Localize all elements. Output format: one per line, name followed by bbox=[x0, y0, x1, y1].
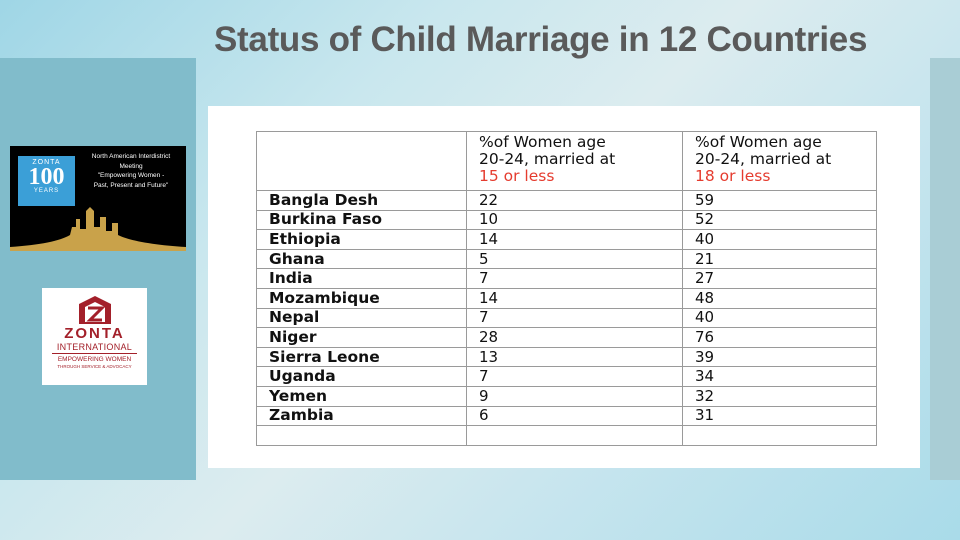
pct15-cell: 22 bbox=[466, 190, 683, 211]
table-row: Nepal 7 40 bbox=[256, 307, 877, 329]
table-row: Niger 28 76 bbox=[256, 327, 877, 348]
meeting-line: Past, Present and Future" bbox=[93, 181, 169, 189]
table-panel: %of Women age 20-24, married at 15 or le… bbox=[208, 106, 920, 468]
zonta-subline: THROUGH SERVICE & ADVOCACY bbox=[57, 364, 132, 369]
pct18-cell: 40 bbox=[682, 229, 877, 250]
slide-title: Status of Child Marriage in 12 Countries bbox=[214, 20, 868, 59]
meeting-line: "Empowering Women - bbox=[97, 172, 165, 179]
header-pct-15-or-less: %of Women age 20-24, married at 15 or le… bbox=[466, 131, 683, 191]
badge-top-text: ZONTA bbox=[32, 159, 61, 166]
table-row: Burkina Faso 10 52 bbox=[256, 209, 877, 231]
right-color-strip bbox=[930, 58, 960, 480]
pct18-cell: 76 bbox=[682, 327, 877, 348]
pct18-cell: 31 bbox=[682, 405, 877, 427]
pct18-cell: 27 bbox=[682, 268, 877, 289]
pct15-cell bbox=[466, 425, 683, 446]
table-row: Zambia 6 31 bbox=[256, 405, 877, 427]
table-row: Mozambique 14 48 bbox=[256, 287, 877, 309]
meeting-logo: ZONTA 100 YEARS North American Interdist… bbox=[10, 146, 186, 251]
header-country bbox=[256, 131, 467, 191]
pct15-cell: 14 bbox=[466, 229, 683, 250]
pct15-cell: 7 bbox=[466, 268, 683, 289]
zonta-international-logo: ZONTA INTERNATIONAL EMPOWERING WOMEN THR… bbox=[42, 288, 147, 385]
zonta-name: ZONTA bbox=[64, 325, 125, 342]
pct18-cell: 39 bbox=[682, 346, 877, 368]
table-row: Sierra Leone 13 39 bbox=[256, 346, 877, 368]
city-skyline-icon bbox=[10, 207, 186, 251]
zonta-emblem-icon bbox=[78, 296, 111, 324]
pct15-cell: 6 bbox=[466, 405, 683, 427]
zonta-tagline: EMPOWERING WOMEN bbox=[57, 356, 132, 363]
pct18-cell bbox=[682, 425, 877, 446]
left-color-band bbox=[0, 58, 196, 480]
country-cell: Yemen bbox=[256, 385, 467, 407]
pct18-cell: 52 bbox=[682, 209, 877, 231]
badge-number: 100 bbox=[28, 164, 65, 190]
pct18-cell: 34 bbox=[682, 366, 877, 387]
pct18-cell: 21 bbox=[682, 248, 877, 270]
pct15-cell: 28 bbox=[466, 327, 683, 348]
country-cell: Sierra Leone bbox=[256, 346, 467, 368]
country-cell: India bbox=[256, 268, 467, 289]
country-cell: Zambia bbox=[256, 405, 467, 427]
pct15-cell: 14 bbox=[466, 287, 683, 309]
meeting-line: North American Interdistrict bbox=[91, 153, 171, 160]
pct15-cell: 7 bbox=[466, 366, 683, 387]
table-header-row: %of Women age 20-24, married at 15 or le… bbox=[256, 131, 877, 191]
country-cell: Burkina Faso bbox=[256, 209, 467, 231]
zonta-100-years-badge: ZONTA 100 YEARS bbox=[18, 156, 75, 206]
pct15-cell: 7 bbox=[466, 307, 683, 329]
table-row-empty bbox=[256, 425, 877, 446]
country-cell: Bangla Desh bbox=[256, 190, 467, 211]
country-cell: Mozambique bbox=[256, 287, 467, 309]
pct15-cell: 10 bbox=[466, 209, 683, 231]
table-row: Ethiopia 14 40 bbox=[256, 229, 877, 250]
badge-bottom-text: YEARS bbox=[33, 188, 60, 194]
pct15-cell: 13 bbox=[466, 346, 683, 368]
pct15-cell: 5 bbox=[466, 248, 683, 270]
header-pct-18-or-less: %of Women age 20-24, married at 18 or le… bbox=[682, 131, 877, 191]
country-cell: Niger bbox=[256, 327, 467, 348]
table-row: India 7 27 bbox=[256, 268, 877, 289]
country-cell: Ethiopia bbox=[256, 229, 467, 250]
table-row: Ghana 5 21 bbox=[256, 248, 877, 270]
zonta-international-text: INTERNATIONAL bbox=[52, 342, 137, 354]
table-row: Yemen 9 32 bbox=[256, 385, 877, 407]
meeting-line: Meeting bbox=[119, 162, 143, 170]
pct18-cell: 48 bbox=[682, 287, 877, 309]
pct15-cell: 9 bbox=[466, 385, 683, 407]
pct18-cell: 40 bbox=[682, 307, 877, 329]
table-row: Uganda 7 34 bbox=[256, 366, 877, 387]
meeting-text: North American Interdistrict Meeting "Em… bbox=[80, 152, 182, 190]
pct18-cell: 59 bbox=[682, 190, 877, 211]
country-cell: Uganda bbox=[256, 366, 467, 387]
country-cell: Ghana bbox=[256, 248, 467, 270]
table-row: Bangla Desh 22 59 bbox=[256, 190, 877, 211]
country-cell: Nepal bbox=[256, 307, 467, 329]
country-cell bbox=[256, 425, 467, 446]
child-marriage-table: %of Women age 20-24, married at 15 or le… bbox=[256, 131, 877, 446]
pct18-cell: 32 bbox=[682, 385, 877, 407]
